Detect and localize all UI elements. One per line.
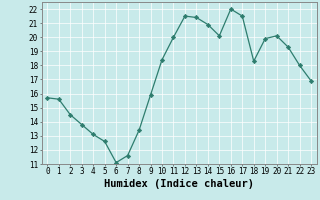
- X-axis label: Humidex (Indice chaleur): Humidex (Indice chaleur): [104, 179, 254, 189]
